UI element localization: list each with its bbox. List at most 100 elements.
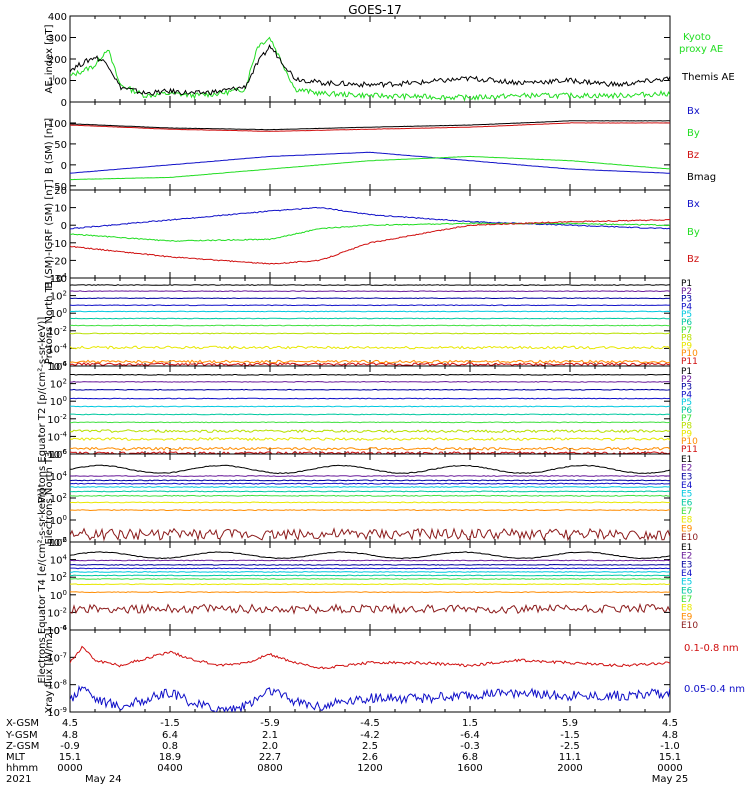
legend-p5: P5 [681, 398, 692, 408]
plot-title: GOES-17 [348, 3, 402, 17]
orbit-row-label: 2021 [6, 774, 31, 785]
panel-3: 20 10 0 -10 -20 -30B (SM)-IGRF (SM) [nT] Bx By B… [44, 179, 700, 288]
orbit-cell: 2.0 [262, 741, 278, 752]
series-e5-line [70, 486, 670, 488]
y-tick-label-text: -10 [51, 239, 67, 250]
y-tick-label-text: -50 [51, 182, 67, 193]
y-tick-label-text: 10-8 [47, 679, 67, 692]
legend-e6: E6 [681, 586, 693, 596]
y-tick-label-text: 400 [48, 12, 67, 23]
y-tick-label-text: 10-9 [47, 706, 67, 719]
orbit-cell: 1200 [357, 763, 382, 774]
legend-themis-ae: Themis AE [681, 72, 735, 83]
legend-p6: P6 [681, 318, 692, 328]
orbit-cell: 0400 [157, 763, 182, 774]
series-e2-line [70, 475, 670, 477]
legend-p9: P9 [681, 341, 692, 351]
plot-area [70, 645, 670, 712]
orbit-cell: 0800 [257, 763, 282, 774]
y-tick-label-text: 100 [48, 77, 67, 88]
orbit-table: X-GSMY-GSMZ-GSMMLThhmm20214.54.8-0.915.1… [5, 718, 688, 785]
orbit-row-label: MLT [6, 752, 26, 763]
y-tick-label: 0 [61, 98, 67, 109]
legend-p1: P1 [681, 367, 692, 377]
series-p3-line [70, 297, 670, 300]
orbit-cell: 4.8 [62, 730, 78, 741]
series-p7-line [70, 421, 670, 424]
orbit-cell: 0000 [657, 763, 682, 774]
series-kyoto-proxy-ae-line [70, 36, 670, 102]
series-e7-line [70, 578, 670, 580]
y-tick-label: 10-6 [47, 624, 67, 637]
legend-p8: P8 [681, 334, 692, 344]
series-p5-line [70, 310, 670, 313]
y-tick-label: 100 [50, 589, 67, 602]
y-tick-label: -50 [51, 182, 67, 193]
y-tick-label: 100 [48, 119, 67, 130]
legend-p4: P4 [681, 390, 692, 400]
series-bz-line [70, 122, 670, 132]
y-tick-label: 10-4 [47, 342, 67, 355]
series-e10-line [70, 602, 670, 615]
y-tick-label-text: 10-2 [47, 413, 67, 426]
y-tick-label: 10-4 [47, 430, 67, 443]
orbit-cell: -6.4 [460, 730, 480, 741]
legend-e6: E6 [681, 498, 693, 508]
legend-proxy-ae: proxy AE [679, 44, 723, 55]
plot-area [70, 373, 670, 454]
y-tick-label: 0 [61, 161, 67, 172]
panel-2: 100 50 0 -50 B (SM) [nT] Bx By Bz Bmag [44, 101, 716, 193]
y-tick-label: 10-4 [47, 624, 67, 637]
legend-by: By [687, 128, 700, 139]
orbit-cell: -4.5 [360, 718, 380, 729]
y-tick-label-text: 100 [50, 514, 67, 527]
series-p2-line [70, 290, 670, 293]
y-tick-label: 200 [48, 55, 67, 66]
y-tick-label-text: 10-2 [47, 606, 67, 619]
orbit-cell: -1.5 [160, 718, 180, 729]
orbit-cell: -1.0 [660, 741, 680, 752]
panel-frame [69, 365, 671, 455]
y-tick-label-text: 100 [50, 589, 67, 602]
orbit-cell: 11.1 [559, 752, 581, 763]
y-tick-label-text: 10 [54, 204, 67, 215]
series-themis-ae-line [70, 44, 670, 96]
series-e10-line [70, 527, 670, 542]
orbit-cell: 1600 [457, 763, 482, 774]
y-tick-label-text: 100 [50, 395, 67, 408]
series-e9-line [70, 509, 670, 512]
plot-area [70, 36, 670, 102]
y-axis-label: B (SM) [nT] [44, 118, 55, 174]
y-tick-label: 100 [48, 77, 67, 88]
legend-p10: P10 [681, 437, 698, 447]
y-tick-label-text: 0 [61, 98, 67, 109]
orbit-cell: 0.8 [162, 741, 178, 752]
series-p11-line [70, 451, 670, 454]
series-p2-line [70, 380, 670, 383]
legend-bx: Bx [687, 106, 700, 117]
legend-p2: P2 [681, 287, 692, 297]
legend-bz: Bz [687, 150, 699, 161]
series-by-line [70, 155, 670, 181]
y-tick-label-text: -20 [51, 256, 67, 267]
legend-e5: E5 [681, 490, 692, 500]
y-axis-label: AE_index [nT] [44, 24, 55, 93]
y-tick-label-text: 10-6 [47, 448, 67, 461]
legend-p11: P11 [681, 445, 698, 455]
y-tick-label: 102 [50, 378, 67, 391]
orbit-cell: May 25 [652, 774, 689, 785]
series-e8-line [70, 583, 670, 586]
legend-p1: P1 [681, 279, 692, 289]
series-p6-line [70, 317, 670, 320]
panel-frame [69, 189, 671, 279]
legend-xray-0: 0.1-0.8 nm [684, 643, 739, 654]
legend-p7: P7 [681, 326, 692, 336]
orbit-cell: 22.7 [259, 752, 281, 763]
orbit-cell: 2.1 [262, 730, 278, 741]
series-e5-line [70, 571, 670, 573]
y-tick-label-text: 102 [50, 492, 67, 505]
y-tick-label: 400 [48, 12, 67, 23]
